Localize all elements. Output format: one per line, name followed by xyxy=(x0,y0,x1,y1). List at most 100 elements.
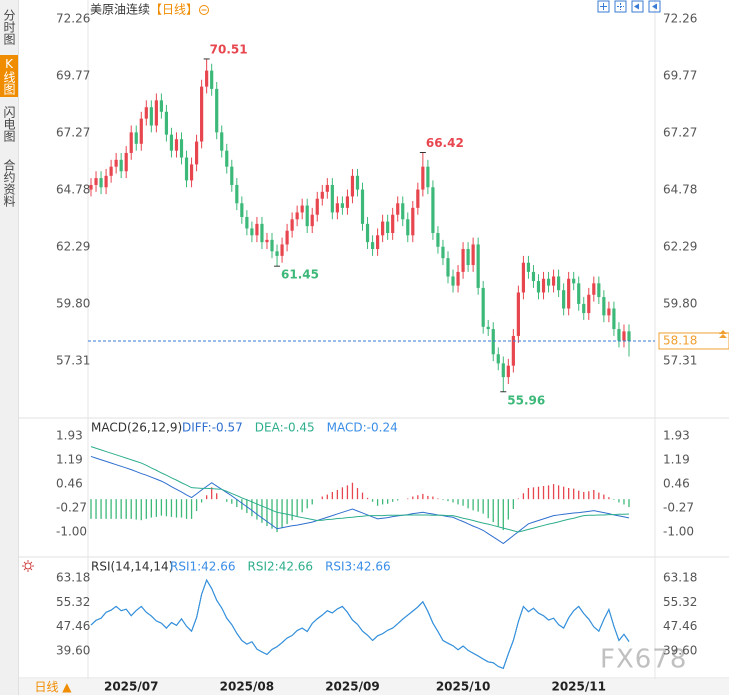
candle-body xyxy=(516,292,520,336)
candle-body xyxy=(350,175,355,197)
candle-body xyxy=(572,278,576,284)
candle-body xyxy=(340,203,345,208)
candle-body xyxy=(330,184,334,213)
candle-body xyxy=(129,132,133,153)
last-price-arrow xyxy=(719,329,727,338)
candle-body xyxy=(526,262,531,272)
tab[interactable]: 分时图 xyxy=(2,9,16,45)
toolbar-button[interactable] xyxy=(614,0,627,13)
settings-icon[interactable] xyxy=(22,560,34,572)
candle-body xyxy=(260,223,264,243)
candle-body xyxy=(159,100,163,112)
candle-body xyxy=(562,290,566,309)
toolbar-glyph xyxy=(652,3,657,10)
y-tick-label: 63.18 xyxy=(663,570,697,584)
y-tick-label: 57.31 xyxy=(56,353,90,367)
candle-body xyxy=(139,118,143,144)
legend-entry: RSI3:42.66 xyxy=(325,560,391,574)
candle-body xyxy=(89,184,93,190)
candle-body xyxy=(99,178,103,188)
candle-body xyxy=(416,189,420,208)
candle-body xyxy=(300,205,304,213)
y-tick-label: 63.18 xyxy=(56,570,90,584)
y-tick-label: 62.29 xyxy=(56,239,90,253)
candle-body xyxy=(476,244,480,288)
candle-body xyxy=(200,86,204,142)
low-label: 61.45 xyxy=(281,268,319,282)
candle-body xyxy=(391,214,395,234)
candle-body xyxy=(250,228,254,236)
candle-body xyxy=(567,278,571,309)
y-tick-label: 47.46 xyxy=(56,619,90,633)
series-line xyxy=(90,578,630,669)
chart-subtitle: 【日线】 xyxy=(150,3,198,17)
tab[interactable]: 闪电图 xyxy=(2,106,16,142)
candle-body xyxy=(546,278,551,286)
candle-body xyxy=(587,294,591,314)
candle-body xyxy=(290,219,294,231)
candle-body xyxy=(179,139,184,158)
candle-body xyxy=(280,244,284,256)
candle-body xyxy=(406,219,410,236)
y-tick-label: 1.19 xyxy=(663,453,690,467)
candle-body xyxy=(184,157,189,181)
candle-body xyxy=(174,139,179,151)
toolbar-glyph xyxy=(634,3,639,10)
candle-body xyxy=(381,221,385,236)
zoom-out-icon[interactable] xyxy=(199,5,209,15)
candle-body xyxy=(557,276,561,291)
candle-body xyxy=(536,281,541,293)
panel-title: MACD(26,12,9) xyxy=(91,421,182,435)
last-price-label: 58.18 xyxy=(663,333,697,347)
candle-body xyxy=(194,141,199,165)
y-tick-label: 64.78 xyxy=(663,183,697,197)
tab[interactable]: K线图 xyxy=(0,55,18,97)
tab[interactable]: 合约资料 xyxy=(2,159,16,207)
x-tick-label: 2025/08 xyxy=(220,680,274,694)
toolbar-icons xyxy=(597,0,661,13)
candle-body xyxy=(501,363,505,378)
legend-entry: DEA:-0.45 xyxy=(255,421,315,435)
panel-title: RSI(14,14,14) xyxy=(91,560,173,574)
candle-body xyxy=(320,191,324,199)
candle-body xyxy=(602,297,606,316)
y-tick-label: -1.00 xyxy=(663,525,694,539)
candle-body xyxy=(612,308,616,330)
x-tick-label: 2025/09 xyxy=(325,680,379,694)
candle-body xyxy=(220,132,224,151)
candle-body xyxy=(210,70,214,89)
candle-body xyxy=(295,212,299,220)
x-axis-strip xyxy=(18,679,729,695)
legend-entry: RSI2:42.66 xyxy=(248,560,314,574)
y-tick-label: 1.93 xyxy=(56,428,83,442)
toolbar-button[interactable] xyxy=(597,0,610,13)
candle-body xyxy=(491,329,495,355)
watermark: FX678 xyxy=(600,645,687,675)
y-tick-label: 57.31 xyxy=(663,353,697,367)
candle-body xyxy=(577,283,581,304)
candle-body xyxy=(149,107,153,126)
candle-body xyxy=(285,230,289,245)
candle-body xyxy=(144,107,148,119)
series-line xyxy=(90,578,630,669)
candle-body xyxy=(270,239,274,252)
candle-body xyxy=(335,203,339,213)
x-tick-label: 2025/11 xyxy=(551,680,605,694)
y-tick-label: 1.19 xyxy=(56,453,83,467)
candle-body xyxy=(355,175,360,190)
toolbar-button[interactable] xyxy=(631,0,644,13)
candle-body xyxy=(370,242,375,250)
candle-body xyxy=(240,203,244,218)
candle-body xyxy=(441,246,445,259)
candle-body xyxy=(315,198,319,215)
toolbar-glyph xyxy=(617,3,624,10)
toolbar-glyph xyxy=(600,3,607,10)
candle-body xyxy=(582,303,586,314)
y-tick-label: 64.78 xyxy=(56,183,90,197)
candle-body xyxy=(456,271,460,286)
toolbar-button[interactable] xyxy=(648,0,661,13)
candle-body xyxy=(119,159,123,172)
period-button[interactable]: 日线 ▲ xyxy=(34,680,72,694)
candle-body xyxy=(164,111,169,135)
